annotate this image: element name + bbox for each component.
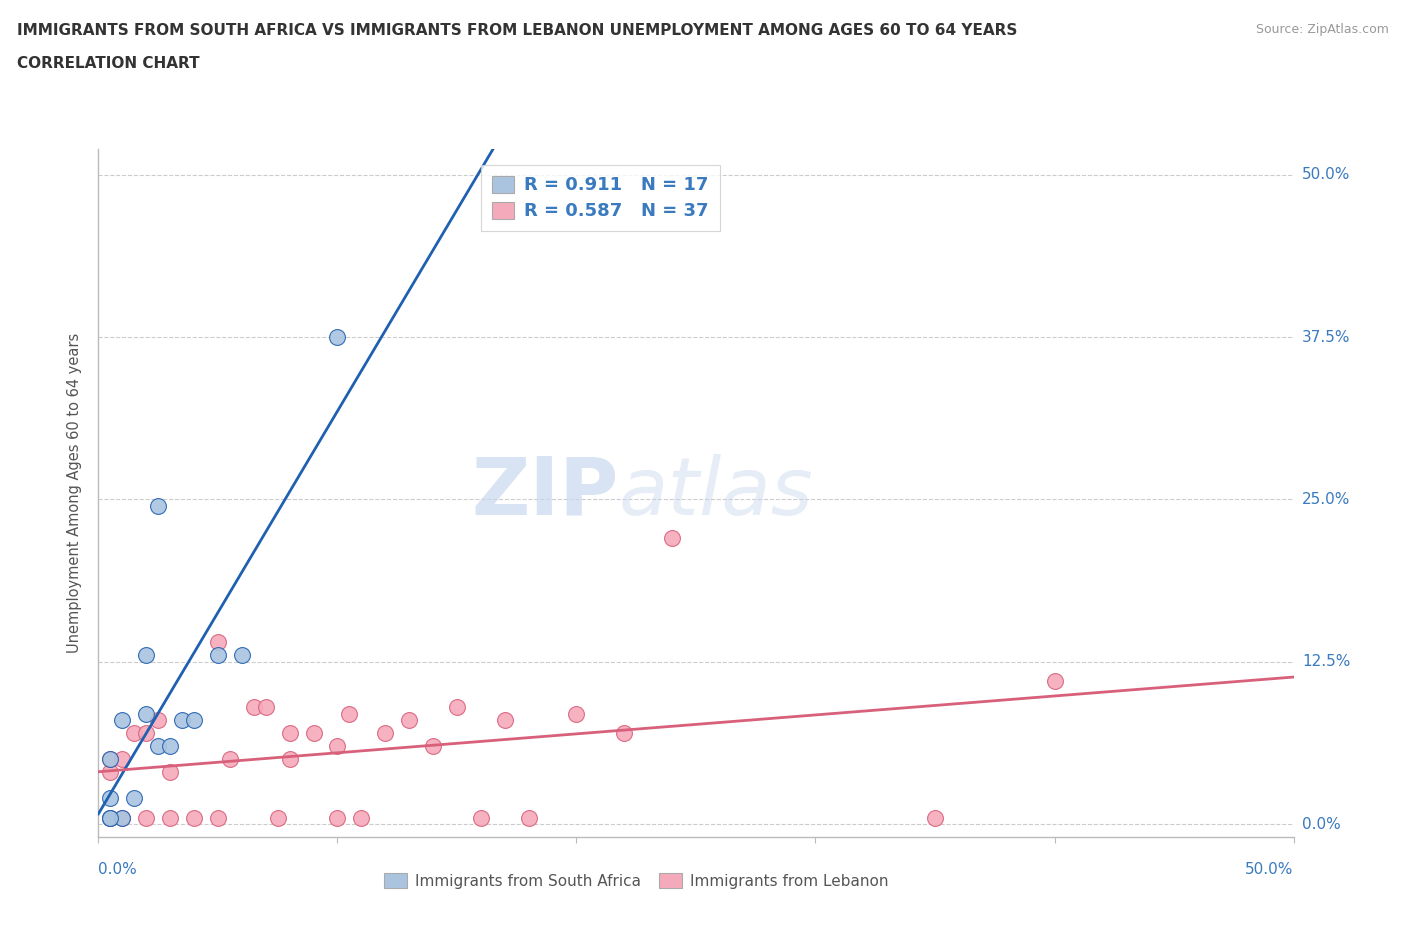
Text: Source: ZipAtlas.com: Source: ZipAtlas.com xyxy=(1256,23,1389,36)
Point xyxy=(159,738,181,753)
Point xyxy=(159,810,181,825)
Legend: Immigrants from South Africa, Immigrants from Lebanon: Immigrants from South Africa, Immigrants… xyxy=(378,867,894,895)
Text: 50.0%: 50.0% xyxy=(1246,862,1294,877)
Point xyxy=(661,531,683,546)
Point xyxy=(565,706,588,721)
Point xyxy=(111,810,134,825)
Point xyxy=(350,810,373,825)
Text: CORRELATION CHART: CORRELATION CHART xyxy=(17,56,200,71)
Point xyxy=(183,712,205,727)
Text: IMMIGRANTS FROM SOUTH AFRICA VS IMMIGRANTS FROM LEBANON UNEMPLOYMENT AMONG AGES : IMMIGRANTS FROM SOUTH AFRICA VS IMMIGRAN… xyxy=(17,23,1018,38)
Point xyxy=(613,725,636,740)
Point xyxy=(98,810,122,825)
Point xyxy=(398,712,420,727)
Point xyxy=(172,712,194,727)
Point xyxy=(278,751,301,766)
Text: 0.0%: 0.0% xyxy=(98,862,138,877)
Point xyxy=(422,738,444,753)
Point xyxy=(302,725,325,740)
Point xyxy=(124,790,146,805)
Point xyxy=(207,635,229,650)
Point xyxy=(337,706,360,721)
Text: 25.0%: 25.0% xyxy=(1302,492,1350,507)
Text: 50.0%: 50.0% xyxy=(1302,167,1350,182)
Point xyxy=(219,751,242,766)
Point xyxy=(111,712,134,727)
Point xyxy=(111,810,134,825)
Point xyxy=(148,738,170,753)
Point xyxy=(183,810,205,825)
Y-axis label: Unemployment Among Ages 60 to 64 years: Unemployment Among Ages 60 to 64 years xyxy=(67,333,83,653)
Point xyxy=(326,329,349,344)
Point xyxy=(254,699,277,714)
Point xyxy=(111,751,134,766)
Point xyxy=(326,738,349,753)
Point xyxy=(207,648,229,663)
Text: ZIP: ZIP xyxy=(471,454,619,532)
Point xyxy=(278,725,301,740)
Point xyxy=(207,810,229,825)
Point xyxy=(135,725,157,740)
Text: 37.5%: 37.5% xyxy=(1302,329,1350,345)
Point xyxy=(135,810,157,825)
Point xyxy=(135,648,157,663)
Point xyxy=(446,699,468,714)
Point xyxy=(98,751,122,766)
Point xyxy=(98,810,122,825)
Point xyxy=(267,810,290,825)
Point xyxy=(517,810,540,825)
Point xyxy=(98,751,122,766)
Point xyxy=(124,725,146,740)
Point xyxy=(374,725,396,740)
Point xyxy=(135,706,157,721)
Point xyxy=(98,790,122,805)
Point xyxy=(231,648,253,663)
Point xyxy=(148,498,170,513)
Point xyxy=(148,712,170,727)
Point xyxy=(924,810,946,825)
Point xyxy=(470,810,492,825)
Point xyxy=(159,764,181,779)
Point xyxy=(98,810,122,825)
Point xyxy=(243,699,266,714)
Text: 12.5%: 12.5% xyxy=(1302,654,1350,670)
Text: 0.0%: 0.0% xyxy=(1302,817,1340,831)
Text: atlas: atlas xyxy=(619,454,813,532)
Point xyxy=(326,810,349,825)
Point xyxy=(98,764,122,779)
Point xyxy=(1043,673,1066,688)
Point xyxy=(494,712,516,727)
